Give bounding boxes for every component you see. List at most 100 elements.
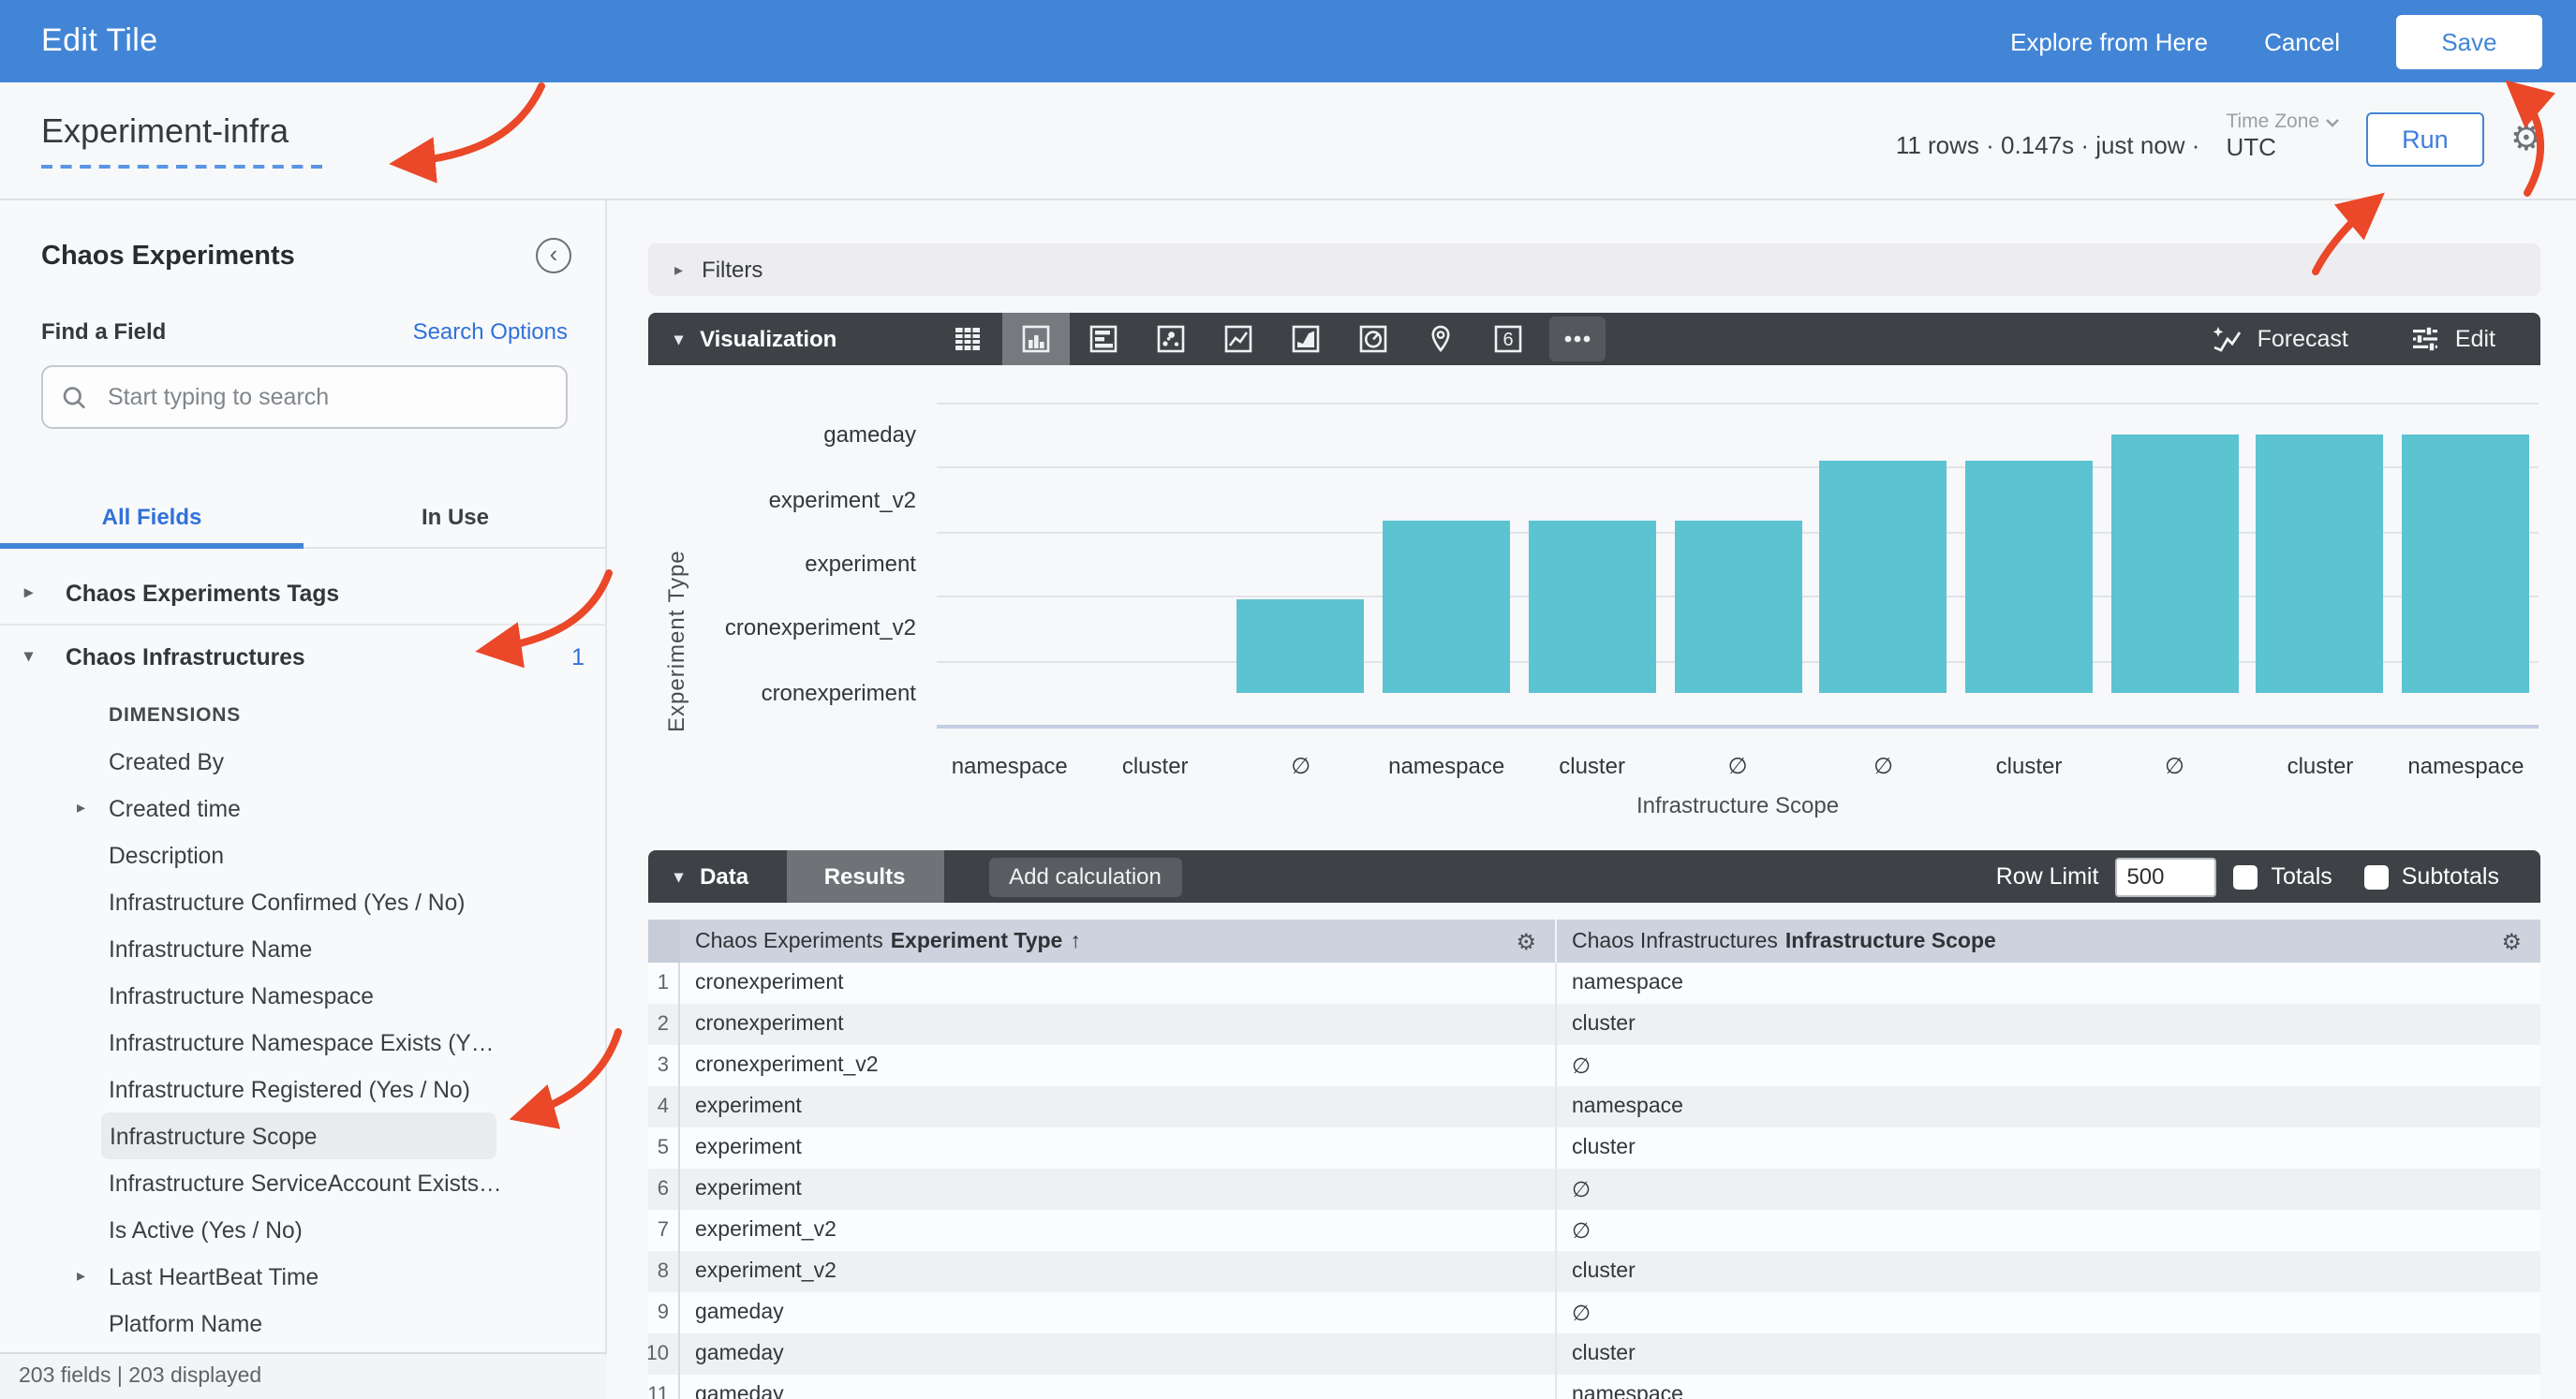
bar-experiment_v2-null[interactable]: [1819, 461, 1947, 693]
field-count-status: 203 fields | 203 displayed: [0, 1352, 607, 1399]
field-item-created-by[interactable]: Created By: [0, 738, 607, 785]
cell-experiment-type[interactable]: experiment: [695, 1178, 802, 1200]
explore-title: Chaos Experiments: [41, 241, 295, 271]
gear-icon[interactable]: ⚙: [1516, 928, 1536, 954]
forecast-sparkle-icon: [2213, 327, 2241, 352]
filters-section-header[interactable]: ▸ Filters: [648, 243, 2540, 296]
table-row: 4 experiment namespace: [648, 1086, 2540, 1127]
cell-infrastructure-scope[interactable]: ∅: [1555, 1210, 2540, 1251]
cell-experiment-type[interactable]: gameday: [695, 1302, 784, 1324]
collapse-sidebar-icon[interactable]: ‹: [536, 238, 571, 273]
cell-infrastructure-scope[interactable]: ∅: [1555, 1169, 2540, 1210]
more-icon[interactable]: [1548, 317, 1606, 361]
bar-chart-icon[interactable]: [1069, 313, 1136, 365]
field-item-infrastructure-namespace[interactable]: Infrastructure Namespace: [0, 972, 607, 1019]
cell-experiment-type[interactable]: experiment: [695, 1137, 802, 1159]
map-pin-icon[interactable]: [1406, 313, 1473, 365]
gear-icon[interactable]: ⚙: [2509, 120, 2542, 159]
x-axis-tick-label: ∅: [1291, 753, 1311, 779]
line-chart-icon[interactable]: [1204, 313, 1271, 365]
cell-infrastructure-scope[interactable]: cluster: [1555, 1127, 2540, 1169]
row-limit-input[interactable]: [2115, 857, 2217, 896]
cell-experiment-type[interactable]: cronexperiment: [695, 972, 844, 994]
field-label: Is Active (Yes / No): [109, 1216, 303, 1243]
field-item-infrastructure-namespace-exists-y-[interactable]: Infrastructure Namespace Exists (Y…: [0, 1019, 607, 1066]
field-item-last-heartbeat-time[interactable]: ▸ Last HeartBeat Time: [0, 1253, 607, 1300]
cell-experiment-type[interactable]: experiment: [695, 1096, 802, 1118]
run-button[interactable]: Run: [2365, 112, 2484, 167]
add-calculation-button[interactable]: Add calculation: [988, 857, 1182, 896]
cell-experiment-type[interactable]: experiment_v2: [695, 1219, 836, 1242]
explore-from-here-link[interactable]: Explore from Here: [2010, 27, 2209, 55]
pie-chart-icon[interactable]: [1339, 313, 1406, 365]
timezone-dropdown[interactable]: Time Zone: [2226, 110, 2339, 132]
group-label: Chaos Infrastructures: [66, 643, 305, 670]
column-header-experiment-type[interactable]: Chaos Experiments Experiment Type ↑ ⚙: [680, 920, 1555, 963]
bar-slot: [1228, 403, 1373, 693]
gridline: [937, 403, 2539, 405]
cell-infrastructure-scope[interactable]: namespace: [1555, 963, 2540, 1004]
tab-in-use[interactable]: In Use: [421, 503, 489, 529]
table-row: 10 gameday cluster: [648, 1333, 2540, 1375]
field-label: Infrastructure Registered (Yes / No): [109, 1076, 470, 1102]
bar-experiment_v2-cluster[interactable]: [1965, 461, 2093, 693]
bar-cronexperiment_v2-null[interactable]: [1236, 599, 1365, 693]
sidebar-group-chaos-infrastructures[interactable]: ▾ Chaos Infrastructures 1: [0, 627, 607, 685]
edit-viz-button[interactable]: Edit: [2412, 326, 2495, 352]
table-icon[interactable]: [934, 313, 1001, 365]
row-number: 11: [648, 1375, 680, 1399]
cell-infrastructure-scope[interactable]: namespace: [1555, 1375, 2540, 1399]
cell-infrastructure-scope[interactable]: ∅: [1555, 1292, 2540, 1333]
cell-experiment-type[interactable]: gameday: [695, 1343, 784, 1365]
bar-gameday-null[interactable]: [2110, 434, 2239, 693]
field-search-input[interactable]: [103, 382, 547, 412]
query-title-input[interactable]: Experiment-infra: [41, 112, 323, 169]
cell-experiment-type[interactable]: experiment_v2: [695, 1260, 836, 1283]
totals-checkbox[interactable]: [2233, 864, 2258, 889]
bar-experiment-null[interactable]: [1674, 521, 1802, 693]
field-item-infrastructure-confirmed-yes-no-[interactable]: Infrastructure Confirmed (Yes / No): [0, 878, 607, 925]
cell-infrastructure-scope[interactable]: cluster: [1555, 1004, 2540, 1045]
results-tab[interactable]: Results: [786, 850, 944, 903]
top-app-bar: Edit Tile Explore from Here Cancel Save: [0, 0, 2576, 82]
subtotals-checkbox[interactable]: [2363, 864, 2389, 889]
cell-infrastructure-scope[interactable]: ∅: [1555, 1045, 2540, 1086]
cell-experiment-type[interactable]: gameday: [695, 1384, 784, 1399]
field-item-created-time[interactable]: ▸ Created time: [0, 785, 607, 832]
cell-infrastructure-scope[interactable]: namespace: [1555, 1086, 2540, 1127]
bar-gameday-cluster[interactable]: [2256, 434, 2384, 693]
search-options-link[interactable]: Search Options: [412, 318, 568, 345]
field-search-box[interactable]: [41, 365, 568, 429]
field-label: Infrastructure Confirmed (Yes / No): [109, 889, 466, 915]
field-item-is-active-yes-no-[interactable]: Is Active (Yes / No): [0, 1206, 607, 1253]
x-axis-tick-label: cluster: [2287, 753, 2354, 779]
field-item-infrastructure-name[interactable]: Infrastructure Name: [0, 925, 607, 972]
bar-experiment-namespace[interactable]: [1383, 521, 1511, 693]
column-chart-icon[interactable]: [1001, 313, 1070, 365]
field-item-description[interactable]: Description: [0, 832, 607, 878]
area-chart-icon[interactable]: [1271, 313, 1339, 365]
bar-gameday-namespace[interactable]: [2402, 434, 2530, 693]
gear-icon[interactable]: ⚙: [2501, 928, 2522, 954]
cell-infrastructure-scope[interactable]: cluster: [1555, 1333, 2540, 1375]
field-item-platform-name[interactable]: Platform Name: [0, 1300, 607, 1347]
sidebar-group-chaos-experiments-tags[interactable]: ▸ Chaos Experiments Tags: [0, 564, 607, 622]
save-button[interactable]: Save: [2396, 14, 2542, 68]
field-item-infrastructure-scope[interactable]: Infrastructure Scope: [101, 1112, 496, 1159]
field-item-infrastructure-serviceaccount-exists-[interactable]: Infrastructure ServiceAccount Exists…: [0, 1159, 607, 1206]
cell-experiment-type[interactable]: cronexperiment: [695, 1013, 844, 1036]
field-item-infrastructure-registered-yes-no-[interactable]: Infrastructure Registered (Yes / No): [0, 1066, 607, 1112]
data-toggle[interactable]: ▾ Data: [648, 863, 748, 890]
scatter-plot-icon[interactable]: [1136, 313, 1204, 365]
row-number: 2: [648, 1004, 680, 1045]
bar-experiment-cluster[interactable]: [1528, 521, 1656, 693]
cancel-button[interactable]: Cancel: [2264, 27, 2340, 55]
visualization-toggle[interactable]: ▾ Visualization: [648, 326, 836, 352]
cell-infrastructure-scope[interactable]: cluster: [1555, 1251, 2540, 1292]
tab-all-fields[interactable]: All Fields: [0, 485, 303, 549]
table-row: 7 experiment_v2 ∅: [648, 1210, 2540, 1251]
forecast-button[interactable]: Forecast: [2211, 326, 2348, 352]
column-header-infrastructure-scope[interactable]: Chaos Infrastructures Infrastructure Scop…: [1555, 920, 2540, 963]
single-value-icon[interactable]: 6: [1473, 313, 1541, 365]
cell-experiment-type[interactable]: cronexperiment_v2: [695, 1054, 879, 1077]
